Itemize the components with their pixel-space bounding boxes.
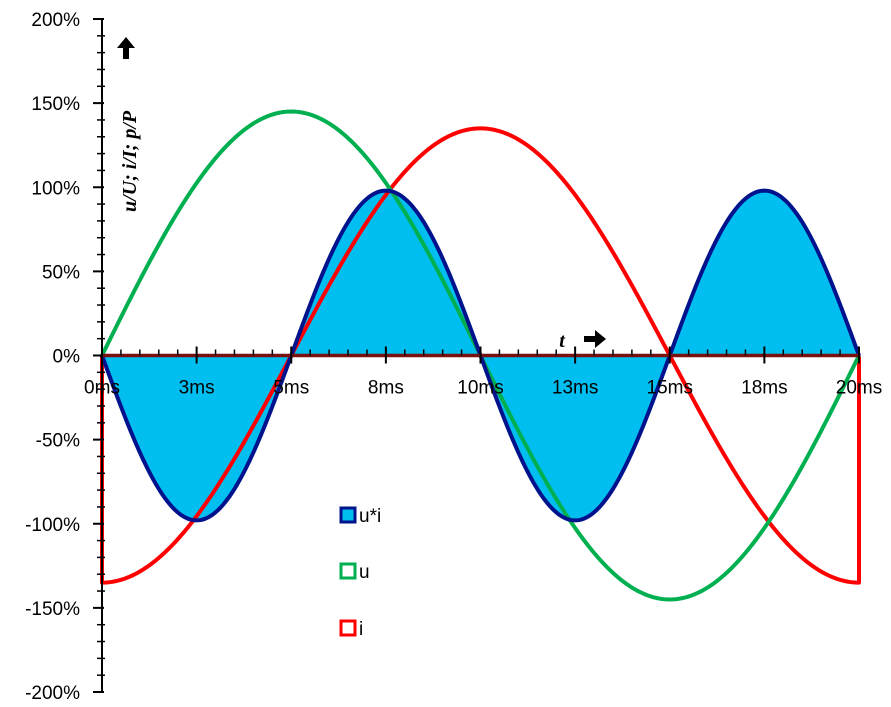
x-tick-label: 20ms — [836, 378, 882, 399]
arrow-up-icon — [117, 37, 135, 59]
y-tick-label: 50% — [42, 262, 80, 283]
arrow-right-icon — [584, 330, 606, 348]
legend-label: u*i — [359, 506, 381, 527]
legend-swatch — [339, 619, 357, 637]
series-i-line — [100, 126, 861, 585]
y-tick-label: 0% — [53, 347, 81, 368]
y-tick-label: 150% — [31, 94, 80, 115]
y-tick-label: 100% — [31, 178, 80, 199]
x-tick-label: 0ms — [84, 378, 120, 399]
y-tick-label: -200% — [25, 683, 80, 704]
x-axis-arrow-icon — [584, 330, 606, 348]
y-tick-label: -50% — [36, 431, 80, 452]
x-tick-label: 18ms — [741, 378, 787, 399]
y-axis-title: u/U; i/I; p/P — [119, 110, 141, 212]
legend-label: i — [359, 619, 363, 640]
x-tick-label: 15ms — [647, 378, 693, 399]
y-tick-label: 200% — [31, 10, 80, 31]
y-tick-label: -150% — [25, 599, 80, 620]
x-tick-label: 5ms — [273, 378, 309, 399]
legend-swatch — [339, 506, 357, 524]
x-axis-title: t — [559, 330, 566, 352]
y-tick-label: -100% — [25, 515, 80, 536]
x-tick-label: 10ms — [457, 378, 503, 399]
x-tick-label: 8ms — [368, 378, 404, 399]
legend-label: u — [359, 562, 370, 583]
x-tick-label: 13ms — [552, 378, 598, 399]
y-axis-arrow-icon — [117, 37, 135, 59]
legend-swatch — [339, 562, 357, 580]
x-tick-label: 3ms — [179, 378, 215, 399]
